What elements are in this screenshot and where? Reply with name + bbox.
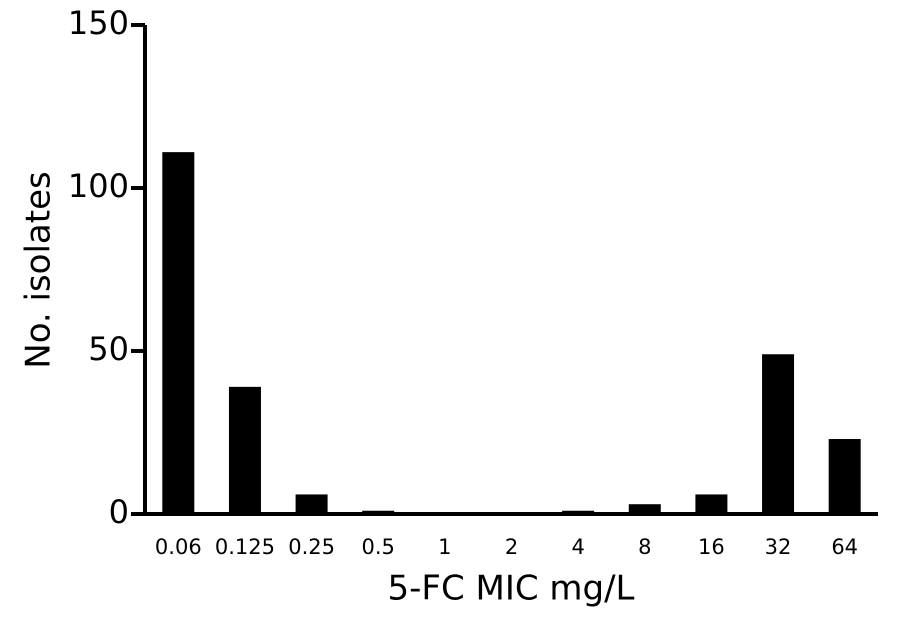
x-tick-label: 0.5 bbox=[362, 535, 395, 559]
y-tick-label: 100 bbox=[68, 167, 129, 205]
bar bbox=[628, 504, 661, 514]
x-tick-label: 64 bbox=[831, 535, 858, 559]
bar bbox=[162, 152, 195, 514]
x-tick-label: 4 bbox=[571, 535, 584, 559]
x-tick-label: 0.125 bbox=[215, 535, 275, 559]
y-tick-label: 0 bbox=[109, 493, 129, 531]
bar bbox=[828, 439, 861, 514]
x-tick-label: 8 bbox=[638, 535, 651, 559]
x-tick-label: 32 bbox=[765, 535, 792, 559]
x-tick-label: 0.06 bbox=[155, 535, 202, 559]
x-tick-label: 2 bbox=[505, 535, 518, 559]
x-tick-label: 16 bbox=[698, 535, 725, 559]
bar bbox=[762, 354, 795, 514]
bar bbox=[695, 494, 728, 514]
x-tick-label: 0.25 bbox=[288, 535, 335, 559]
y-axis-label: No. isolates bbox=[19, 171, 59, 368]
y-tick-label: 150 bbox=[68, 4, 129, 42]
bar bbox=[228, 386, 261, 514]
bar bbox=[295, 494, 328, 514]
x-axis-label: 5-FC MIC mg/L bbox=[387, 569, 634, 609]
y-tick-label: 50 bbox=[88, 330, 129, 368]
x-tick-label: 1 bbox=[438, 535, 451, 559]
